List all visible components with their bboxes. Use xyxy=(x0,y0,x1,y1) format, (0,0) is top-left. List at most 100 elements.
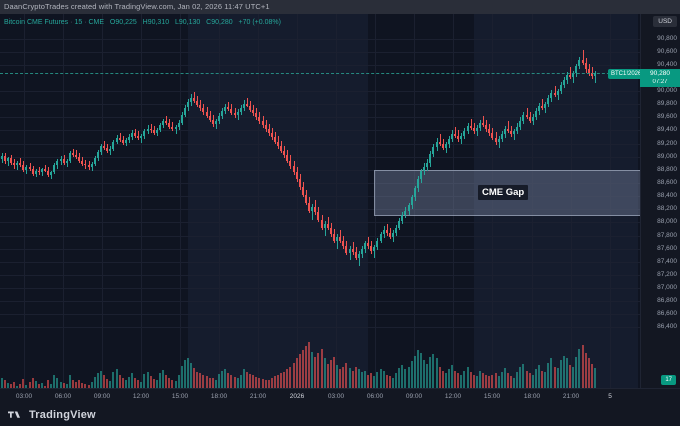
volume-bar xyxy=(519,366,521,388)
candle-body xyxy=(392,232,394,237)
candle-body xyxy=(342,240,344,247)
tradingview-logo[interactable]: TradingView xyxy=(8,409,96,421)
volume-bar xyxy=(395,373,397,388)
chart-legend[interactable]: Bitcoin CME Futures · 15 · CME O90,225 H… xyxy=(4,18,281,27)
volume-bar xyxy=(25,385,27,388)
volume-bar xyxy=(498,376,500,388)
chart-pane[interactable]: CME Gap BTC1!2026 Bitcoin CME Futures · … xyxy=(0,14,640,388)
candle-body xyxy=(137,135,139,139)
candle-body xyxy=(386,230,388,233)
volume-bar xyxy=(53,374,55,388)
candle-body xyxy=(100,146,102,153)
candle-body xyxy=(91,163,93,168)
volume-bar xyxy=(507,373,509,388)
tradingview-brand-text: TradingView xyxy=(29,409,96,421)
price-tick-label: 89,000 xyxy=(657,153,677,160)
volume-bar xyxy=(153,378,155,388)
volume-bar xyxy=(246,372,248,388)
candle-body xyxy=(106,148,108,151)
volume-bar xyxy=(227,372,229,388)
volume-bar xyxy=(544,372,546,388)
price-axis[interactable]: USD 90,800 90,600 90,400 90,000 89,800 89,600… xyxy=(640,14,680,388)
candle-body xyxy=(286,155,288,161)
candle-body xyxy=(32,169,34,174)
horizontal-gridline xyxy=(0,236,640,237)
legend-symbol[interactable]: Bitcoin CME Futures xyxy=(4,19,69,26)
candle-body xyxy=(13,163,15,166)
price-tick-label: 89,600 xyxy=(657,113,677,120)
last-price-line xyxy=(0,73,640,74)
legend-low-value: 90,130 xyxy=(178,19,201,26)
candle-body xyxy=(417,179,419,189)
volume-bar xyxy=(258,377,260,388)
candle-body xyxy=(513,131,515,135)
horizontal-gridline xyxy=(0,91,640,92)
volume-bar xyxy=(513,377,515,388)
axis-bottom-badge[interactable]: 17 xyxy=(661,375,676,385)
legend-interval[interactable]: 15 xyxy=(74,19,83,26)
cme-gap-label[interactable]: CME Gap xyxy=(478,185,529,200)
candle-wick xyxy=(247,97,248,108)
volume-bar xyxy=(479,370,481,388)
volume-bar xyxy=(569,365,571,388)
candle-body xyxy=(25,167,27,170)
volume-bar xyxy=(109,380,111,388)
candle-body xyxy=(199,104,201,109)
volume-bar xyxy=(324,358,326,388)
volume-bar xyxy=(330,360,332,388)
candle-body xyxy=(265,125,267,130)
volume-bar xyxy=(522,363,524,388)
time-axis[interactable]: 03:00 06:00 09:00 12:00 15:00 18:00 21:00 2026 0… xyxy=(0,388,640,404)
candle-body xyxy=(60,159,62,162)
candle-body xyxy=(271,133,273,138)
symbol-tag[interactable]: BTC1!2026 xyxy=(608,69,640,79)
candle-body xyxy=(35,170,37,174)
vertical-gridline xyxy=(453,14,454,388)
volume-bar xyxy=(305,346,307,388)
volume-bar xyxy=(451,365,453,388)
price-tick-label: 88,000 xyxy=(657,218,677,225)
candle-body xyxy=(358,253,360,258)
candle-body xyxy=(53,165,55,173)
candle-wick xyxy=(104,140,105,151)
volume-bar xyxy=(423,359,425,388)
volume-bar xyxy=(383,370,385,388)
vertical-gridline xyxy=(258,14,259,388)
volume-bar xyxy=(482,373,484,388)
volume-bar xyxy=(550,358,552,388)
time-tick-label: 18:00 xyxy=(210,393,228,400)
candle-body xyxy=(516,126,518,132)
watermark-bar: DaanCryptoTrades created with TradingVie… xyxy=(0,0,680,14)
candle-wick xyxy=(228,101,229,112)
volume-bar xyxy=(280,373,282,388)
candle-body xyxy=(557,91,559,96)
candle-body xyxy=(97,152,99,159)
volume-bar xyxy=(529,373,531,388)
candle-body xyxy=(383,230,385,235)
volume-bar xyxy=(352,370,354,388)
volume-bar xyxy=(408,366,410,388)
volume-bar xyxy=(1,377,3,388)
currency-chip[interactable]: USD xyxy=(653,16,677,27)
candle-body xyxy=(575,66,577,74)
candle-wick xyxy=(368,236,369,249)
volume-bar xyxy=(582,344,584,388)
volume-bar xyxy=(56,378,58,388)
last-price-badge[interactable]: 90,280 07:27 xyxy=(640,69,680,87)
volume-bar xyxy=(202,374,204,388)
volume-bar xyxy=(277,374,279,388)
volume-bar xyxy=(265,379,267,388)
volume-bar xyxy=(140,381,142,388)
candle-wick xyxy=(483,116,484,128)
candle-body xyxy=(355,251,357,258)
volume-bar xyxy=(199,373,201,388)
horizontal-gridline xyxy=(0,327,640,328)
candle-body xyxy=(373,247,375,252)
candle-body xyxy=(317,211,319,220)
candle-body xyxy=(585,62,587,70)
candle-body xyxy=(563,79,565,86)
candle-body xyxy=(103,146,105,149)
candle-body xyxy=(538,106,540,112)
volume-bar xyxy=(516,372,518,388)
volume-bar xyxy=(463,370,465,388)
